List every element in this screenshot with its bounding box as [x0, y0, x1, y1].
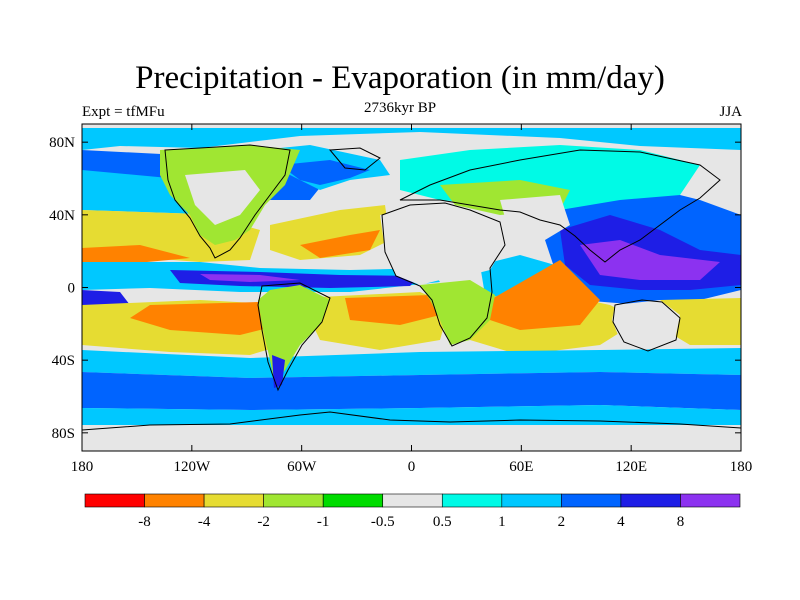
colorbar-swatch-0: [84, 493, 145, 508]
eurasia-coast: [399, 149, 721, 263]
lat-tick-label-1: 40N: [49, 208, 75, 224]
period-label: 2736kyr BP: [363, 100, 437, 116]
lat-tick-label-3: 40S: [52, 353, 75, 369]
greenland-coast: [328, 147, 381, 171]
colorbar-swatch-10: [680, 493, 741, 508]
colorbar-swatch-6: [441, 493, 503, 508]
southern-ocean-light: [82, 348, 741, 378]
lon-tick-label-6: 180: [730, 459, 753, 475]
colorbar-label-9: 8: [677, 514, 685, 530]
colorbar-swatch-3: [263, 493, 324, 508]
colorbar-label-4: -0.5: [371, 514, 395, 530]
north-atlantic-orange: [300, 230, 380, 258]
north-america-coast: [164, 144, 291, 259]
experiment-label: Expt = tfMFu: [82, 104, 165, 120]
colorbar-label-5: 0.5: [433, 514, 452, 530]
southern-ocean-storm-track: [82, 372, 741, 410]
southern-africa-land: [420, 280, 495, 345]
arctic-band: [82, 128, 741, 150]
lon-tick-label-3: 0: [408, 459, 416, 475]
sahara-dry: [380, 205, 505, 285]
australia-coast: [612, 299, 681, 352]
patagonia-wet: [272, 355, 285, 388]
antarctic-margin: [82, 405, 741, 425]
antarctica-coast: [82, 411, 741, 431]
coastlines: [82, 144, 741, 431]
colorbar: -8 -4 -2 -1 -0.5 0.5 1 2 4 8: [84, 493, 741, 530]
season-label: JJA: [719, 104, 742, 120]
lon-tick-label-4: 60E: [509, 459, 533, 475]
south-atlantic-orange: [345, 295, 440, 325]
map-field: [82, 124, 741, 451]
lon-tick-label-0: 180: [71, 459, 94, 475]
colorbar-swatch-1: [144, 493, 205, 508]
south-pacific-orange: [130, 302, 280, 335]
north-atlantic-storm-track: [280, 160, 370, 185]
longitude-axis: 180 120W 60W 0 60E 120E 180: [71, 124, 753, 475]
australia-dry: [612, 300, 680, 350]
colorbar-label-2: -2: [257, 514, 270, 530]
colorbar-label-1: -4: [198, 514, 211, 530]
lon-tick-label-5: 120E: [615, 459, 647, 475]
colorbar-swatch-9: [620, 493, 681, 508]
south-indian-orange: [490, 260, 600, 330]
colorbar-swatch-8: [561, 493, 622, 508]
lon-tick-label-1: 120W: [173, 459, 211, 475]
lat-tick-label-0: 80N: [49, 135, 75, 151]
colorbar-label-6: 1: [498, 514, 506, 530]
colorbar-swatch-2: [203, 493, 264, 508]
colorbar-swatch-7: [501, 493, 562, 508]
map-title: Precipitation - Evaporation (in mm/day): [135, 60, 665, 96]
itcz-pacific-max: [200, 274, 300, 282]
colorbar-label-0: -8: [138, 514, 151, 530]
north-america-dry: [185, 170, 260, 225]
west-pacific-itcz: [82, 290, 130, 305]
colorbar-label-7: 2: [558, 514, 566, 530]
colorbar-swatch-5: [382, 493, 443, 508]
itcz-core: [170, 270, 420, 288]
lat-tick-label-4: 80S: [52, 426, 75, 442]
latitude-axis: 80N 40N 0 40S 80S: [49, 135, 741, 442]
lat-tick-label-2: 0: [68, 281, 76, 297]
colorbar-label-8: 4: [617, 514, 625, 530]
asian-monsoon-max: [580, 240, 720, 280]
southwest-pacific-yellow: [660, 298, 741, 345]
lon-tick-label-2: 60W: [287, 459, 317, 475]
south-america-coast: [257, 282, 331, 392]
colorbar-swatch-4: [322, 493, 384, 508]
africa-coast: [381, 202, 506, 347]
colorbar-label-3: -1: [317, 514, 330, 530]
